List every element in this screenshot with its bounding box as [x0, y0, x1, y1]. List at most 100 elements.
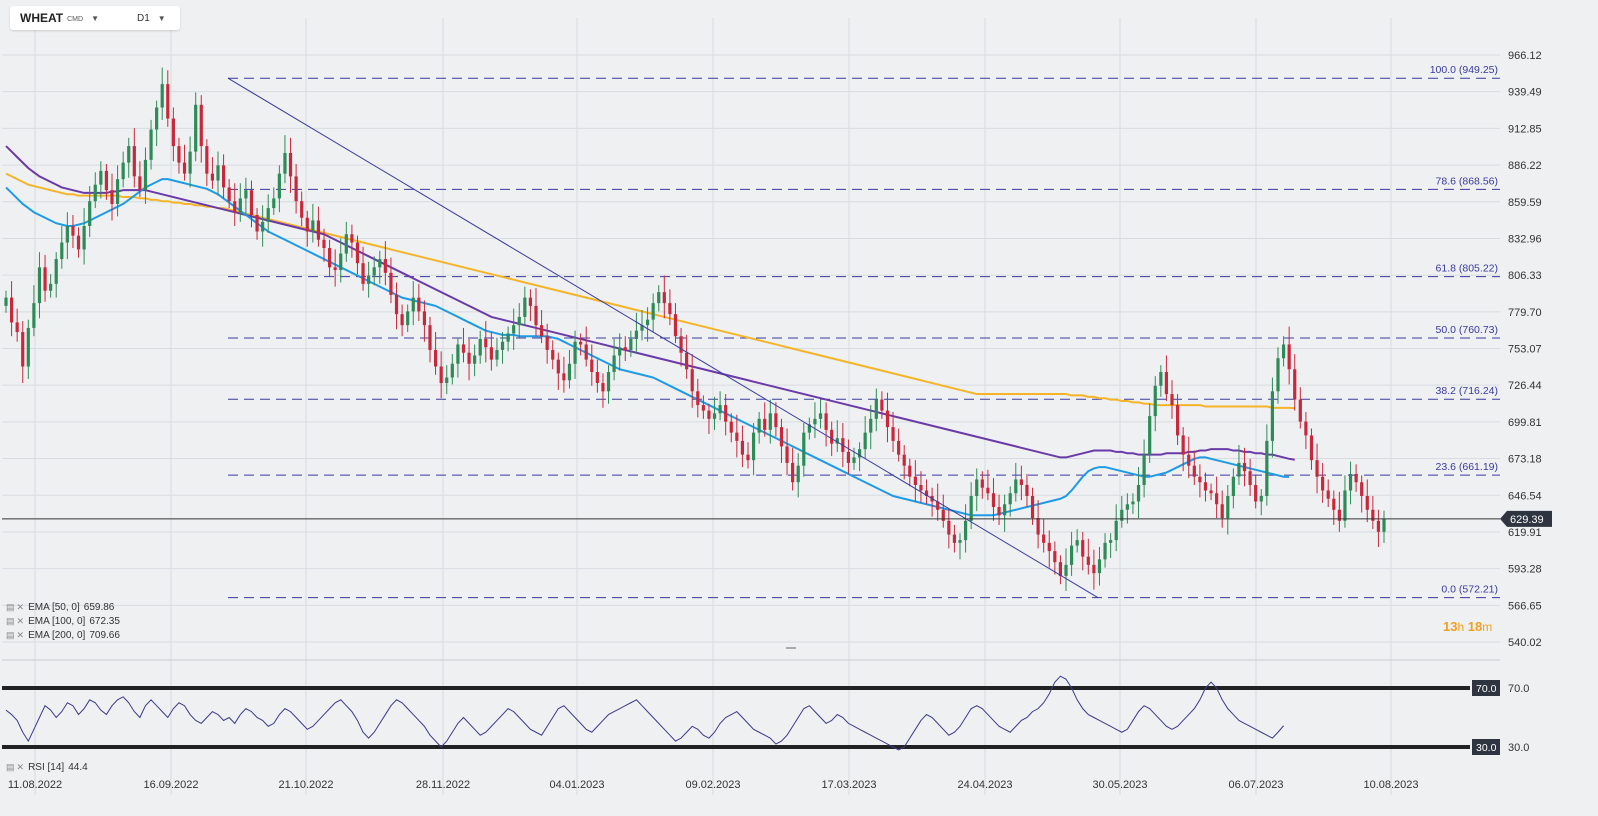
y-tick-label: 859.59: [1508, 197, 1542, 209]
symbol-dropdown-icon[interactable]: ▼: [91, 13, 99, 23]
candle-body: [255, 214, 259, 232]
candle-body: [1354, 473, 1358, 483]
fib-level-label: 38.2 (716.24): [1436, 385, 1498, 397]
candle-body: [1304, 421, 1308, 436]
candle-body: [924, 490, 929, 497]
candle-body: [897, 440, 901, 455]
candle-body: [768, 413, 772, 430]
ema50-line: [5, 178, 1290, 517]
candle-body: [182, 162, 187, 174]
symbol-toolbar[interactable]: WHEAT CMD ▼ D1 ▼: [10, 6, 180, 30]
candle-body: [1136, 484, 1141, 502]
candle-body: [1198, 476, 1202, 483]
candle-body: [645, 319, 650, 326]
candle-body: [71, 225, 75, 236]
candle-body: [1019, 479, 1023, 485]
candle-body: [417, 297, 421, 312]
y-tick-label: 726.44: [1508, 380, 1542, 392]
candle-body: [1075, 540, 1079, 546]
ema200-line: [5, 172, 1295, 410]
candle-body: [1103, 542, 1107, 560]
candle-body: [1309, 435, 1314, 461]
candle-body: [467, 352, 471, 364]
candle-body: [327, 248, 332, 268]
candle-body: [707, 410, 711, 419]
candle-body: [1298, 399, 1302, 422]
current-price-tag: [1500, 510, 1552, 527]
candle-body: [489, 347, 493, 360]
candle-body: [1332, 498, 1336, 510]
fib-level-label: 100.0 (949.25): [1430, 64, 1498, 76]
candle-body: [545, 336, 549, 350]
candle-body: [685, 352, 689, 370]
panel-resize-handle[interactable]: [786, 647, 796, 649]
candle-body: [378, 259, 382, 268]
candle-body: [1237, 462, 1241, 477]
settings-icon[interactable]: ▤: [6, 602, 15, 612]
candle-body: [852, 457, 856, 463]
candle-body: [556, 359, 560, 374]
candle-body: [400, 314, 404, 326]
candle-body: [1109, 540, 1113, 543]
candle-body: [216, 165, 220, 181]
candle-body: [874, 399, 878, 419]
candle-body: [1120, 509, 1124, 521]
candle-body: [361, 263, 365, 284]
candle-body: [908, 465, 912, 477]
countdown-hours: 13: [1443, 619, 1458, 634]
close-icon[interactable]: ✕: [16, 630, 25, 640]
candle-body: [1376, 520, 1381, 532]
close-icon[interactable]: ✕: [16, 602, 25, 612]
timeframe-dropdown-icon[interactable]: ▼: [157, 13, 166, 23]
candle-body: [233, 201, 237, 213]
y-tick-label: 832.96: [1508, 233, 1542, 245]
candle-body: [885, 410, 890, 428]
close-icon[interactable]: ✕: [16, 762, 25, 772]
legend-value: 709.66: [89, 630, 120, 641]
candle-body: [461, 344, 466, 353]
candle-body: [221, 165, 226, 188]
candle-body: [238, 198, 242, 213]
x-tick-label: 16.09.2022: [143, 779, 198, 791]
candle-body: [701, 405, 705, 411]
candle-body: [500, 341, 505, 350]
candle-body: [579, 341, 583, 345]
candle-body: [1025, 484, 1029, 497]
candle-body: [523, 297, 527, 317]
candle-body: [266, 208, 270, 222]
candle-body: [155, 107, 159, 130]
candle-body: [333, 267, 337, 271]
symbol-name[interactable]: WHEAT: [20, 11, 64, 25]
fib-level-label: 61.8 (805.22): [1436, 263, 1498, 275]
settings-icon[interactable]: ▤: [6, 630, 15, 640]
candle-body: [1069, 545, 1074, 565]
fib-level-label: 78.6 (868.56): [1436, 175, 1498, 187]
legend-label: EMA [200, 0]: [28, 630, 86, 641]
close-icon[interactable]: ✕: [16, 616, 25, 626]
candle-body: [880, 399, 884, 411]
settings-icon[interactable]: ▤: [6, 616, 15, 626]
candle-body: [1287, 344, 1291, 370]
candle-body: [1360, 482, 1364, 497]
candle-body: [818, 413, 823, 419]
rsi-level-tag: [1472, 680, 1500, 696]
symbol-type: CMD: [67, 16, 84, 23]
candle-body: [863, 432, 867, 450]
legend-rsi: ▤ ✕ RSI [14] 44.4: [6, 762, 88, 773]
candle-body: [1343, 490, 1347, 521]
y-tick-label: 673.18: [1508, 454, 1542, 466]
settings-icon[interactable]: ▤: [6, 762, 15, 772]
x-tick-label: 21.10.2022: [278, 779, 333, 791]
timeframe-value[interactable]: D1: [136, 12, 150, 24]
candle-body: [1181, 435, 1185, 455]
y-tick-label: 753.07: [1508, 344, 1542, 356]
candle-body: [389, 272, 393, 295]
candle-body: [657, 292, 661, 304]
candle-body: [160, 84, 164, 108]
candle-body: [65, 225, 69, 243]
candle-body: [1326, 490, 1330, 499]
candle-body: [450, 363, 454, 378]
y-tick-label: 619.91: [1508, 527, 1542, 539]
candle-body: [606, 372, 611, 392]
